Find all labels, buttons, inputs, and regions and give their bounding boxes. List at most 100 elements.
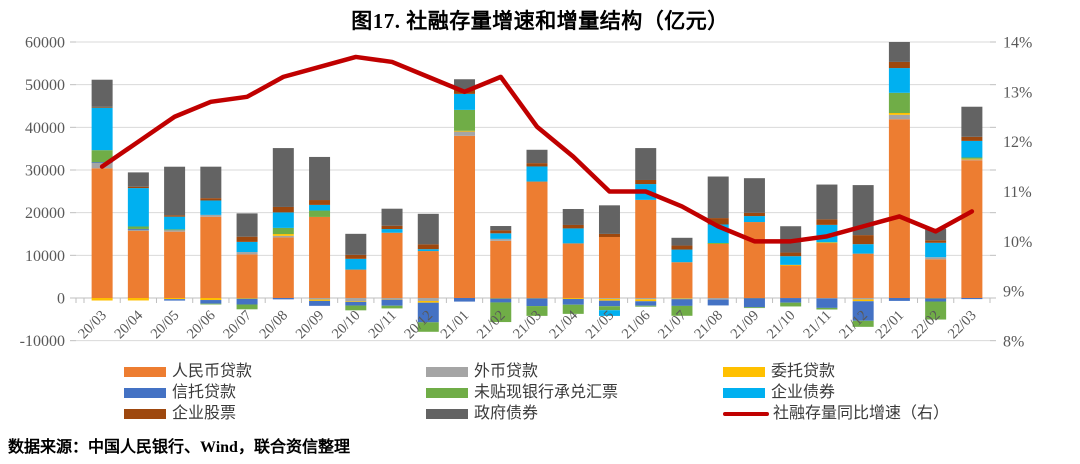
bar-segment (200, 200, 222, 215)
bar-segment (272, 212, 294, 228)
bar-segment (490, 298, 512, 303)
bar-segment (816, 298, 838, 299)
bar-segment (164, 216, 186, 230)
bar-segment (454, 135, 476, 298)
right-axis-label: 11% (1003, 184, 1032, 201)
bar-segment (236, 213, 258, 237)
bar-segment (743, 222, 765, 298)
bar-segment (888, 68, 910, 93)
bar-segment (526, 163, 548, 167)
bar-segment (671, 305, 693, 316)
bar-segment (743, 178, 765, 213)
bar-segment (816, 184, 838, 220)
bar-segment (925, 228, 947, 241)
bar-segment (417, 249, 439, 252)
bar-segment (417, 300, 439, 303)
bar-segment (598, 205, 620, 234)
bar-segment (526, 149, 548, 164)
x-axis-label: 21/10 (764, 308, 799, 343)
bar-segment (888, 119, 910, 298)
right-axis-label: 12% (1003, 134, 1032, 151)
bar-segment (925, 240, 947, 243)
bar-segment (127, 172, 149, 187)
bar-segment (598, 233, 620, 237)
bar-segment (562, 299, 584, 305)
x-axis-label: 21/06 (619, 308, 654, 343)
bar-segment (381, 299, 403, 306)
bar-segment (526, 298, 548, 307)
bar-segment (743, 212, 765, 217)
bar-segment (961, 106, 983, 137)
bar-segment (707, 176, 729, 219)
bar-segment (91, 298, 113, 301)
bar-segment (925, 301, 947, 320)
bar-segment (345, 269, 367, 298)
x-axis-label: 22/03 (945, 308, 980, 343)
bar-segment (200, 166, 222, 199)
x-axis-label: 21/08 (691, 308, 726, 343)
bar-segment (454, 130, 476, 132)
bar-segment (816, 219, 838, 225)
bar-segment (925, 257, 947, 260)
bar-segment (127, 186, 149, 189)
bar-segment (127, 226, 149, 229)
bar-segment (454, 93, 476, 110)
bar-segment (780, 252, 802, 257)
bar-segment (671, 298, 693, 300)
bar-segment (345, 254, 367, 259)
bar-segment (381, 208, 403, 226)
bar-segment (381, 225, 403, 230)
bar-segment (309, 204, 331, 211)
bar-segment (526, 181, 548, 298)
source-note: 数据来源：中国人民银行、Wind，联合资信整理 (8, 439, 350, 456)
x-axis-label: 20/09 (293, 308, 328, 343)
left-axis-label: 60000 (25, 35, 65, 52)
bar-segment (91, 107, 113, 151)
bar-segment (852, 301, 874, 321)
bar-segment (671, 262, 693, 298)
bar-segment (345, 233, 367, 255)
bar-segment (381, 232, 403, 298)
bar-segment (272, 298, 294, 300)
bar-segment (164, 229, 186, 232)
bar-segment (816, 242, 838, 244)
bar-segment (961, 136, 983, 141)
bar-segment (454, 109, 476, 131)
bar-segment (635, 148, 657, 180)
bar-segment (490, 233, 512, 239)
bar-segment (490, 230, 512, 234)
bar-segment (417, 244, 439, 250)
x-axis-label: 20/07 (220, 308, 255, 343)
bar-segment (490, 302, 512, 323)
bar-segment (309, 210, 331, 217)
bar-segment (635, 301, 657, 306)
bar-segment (272, 235, 294, 238)
bar-segment (345, 301, 367, 306)
bar-segment (671, 298, 693, 299)
bar-segment (309, 156, 331, 201)
bar-segment (888, 112, 910, 115)
bar-segment (345, 301, 367, 302)
bar-segment (598, 298, 620, 299)
bar-segment (743, 307, 765, 309)
bar-segment (200, 216, 222, 298)
bar-segment (236, 241, 258, 253)
bar-segment (200, 298, 222, 301)
bar-segment (635, 179, 657, 185)
bar-segment (417, 302, 439, 323)
x-axis-label: 20/08 (256, 308, 291, 343)
bar-segment (852, 299, 874, 302)
bar-segment (888, 114, 910, 120)
bar-segment (236, 298, 258, 299)
bar-segment (381, 229, 403, 233)
bar-segment (598, 298, 620, 301)
x-axis-label: 21/11 (800, 308, 834, 342)
bar-segment (707, 299, 729, 306)
x-axis-label: 20/11 (366, 308, 400, 342)
bar-segment (562, 228, 584, 244)
bar-segment (236, 252, 258, 255)
bar-segment (780, 264, 802, 266)
bar-segment (490, 240, 512, 298)
bar-segment (635, 305, 657, 307)
x-axis-label: 21/09 (728, 308, 763, 343)
